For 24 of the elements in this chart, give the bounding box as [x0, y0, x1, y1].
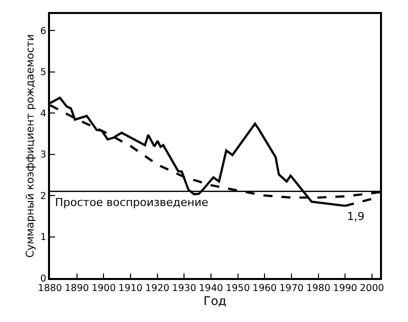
x-tick-label: 1960 [252, 283, 277, 294]
x-tick-label: 1900 [92, 283, 116, 294]
y-tick-label: 6 [40, 26, 46, 37]
y-tick-label: 5 [40, 67, 46, 78]
y-tick-label: 4 [40, 108, 46, 120]
annotation: 1,9 [347, 210, 364, 223]
y-axis-title: Суммарный коэффициент рождаемости [24, 34, 37, 258]
x-tick-label: 1980 [306, 283, 330, 294]
y-tick-label: 0 [40, 273, 46, 284]
x-tick-label: 1910 [118, 283, 143, 294]
y-tick-label: 1 [40, 232, 46, 244]
y-tick-label: 2 [40, 190, 46, 202]
x-tick-label: 1940 [198, 283, 224, 294]
x-tick-label: 1920 [145, 283, 170, 294]
x-tick-label: 1880 [38, 283, 62, 294]
x-tick-label: 1930 [172, 283, 196, 294]
ref-line-label: Простое воспроизведение [55, 196, 209, 209]
x-tick-label: 2000 [360, 283, 384, 294]
x-tick-label: 1890 [64, 283, 89, 294]
y-tick-label: 3 [40, 150, 46, 161]
x-axis-title: Год [204, 294, 226, 308]
x-tick-label: 1990 [333, 283, 358, 294]
x-tick-label: 1970 [279, 283, 304, 294]
x-tick-label: 1950 [226, 283, 250, 294]
